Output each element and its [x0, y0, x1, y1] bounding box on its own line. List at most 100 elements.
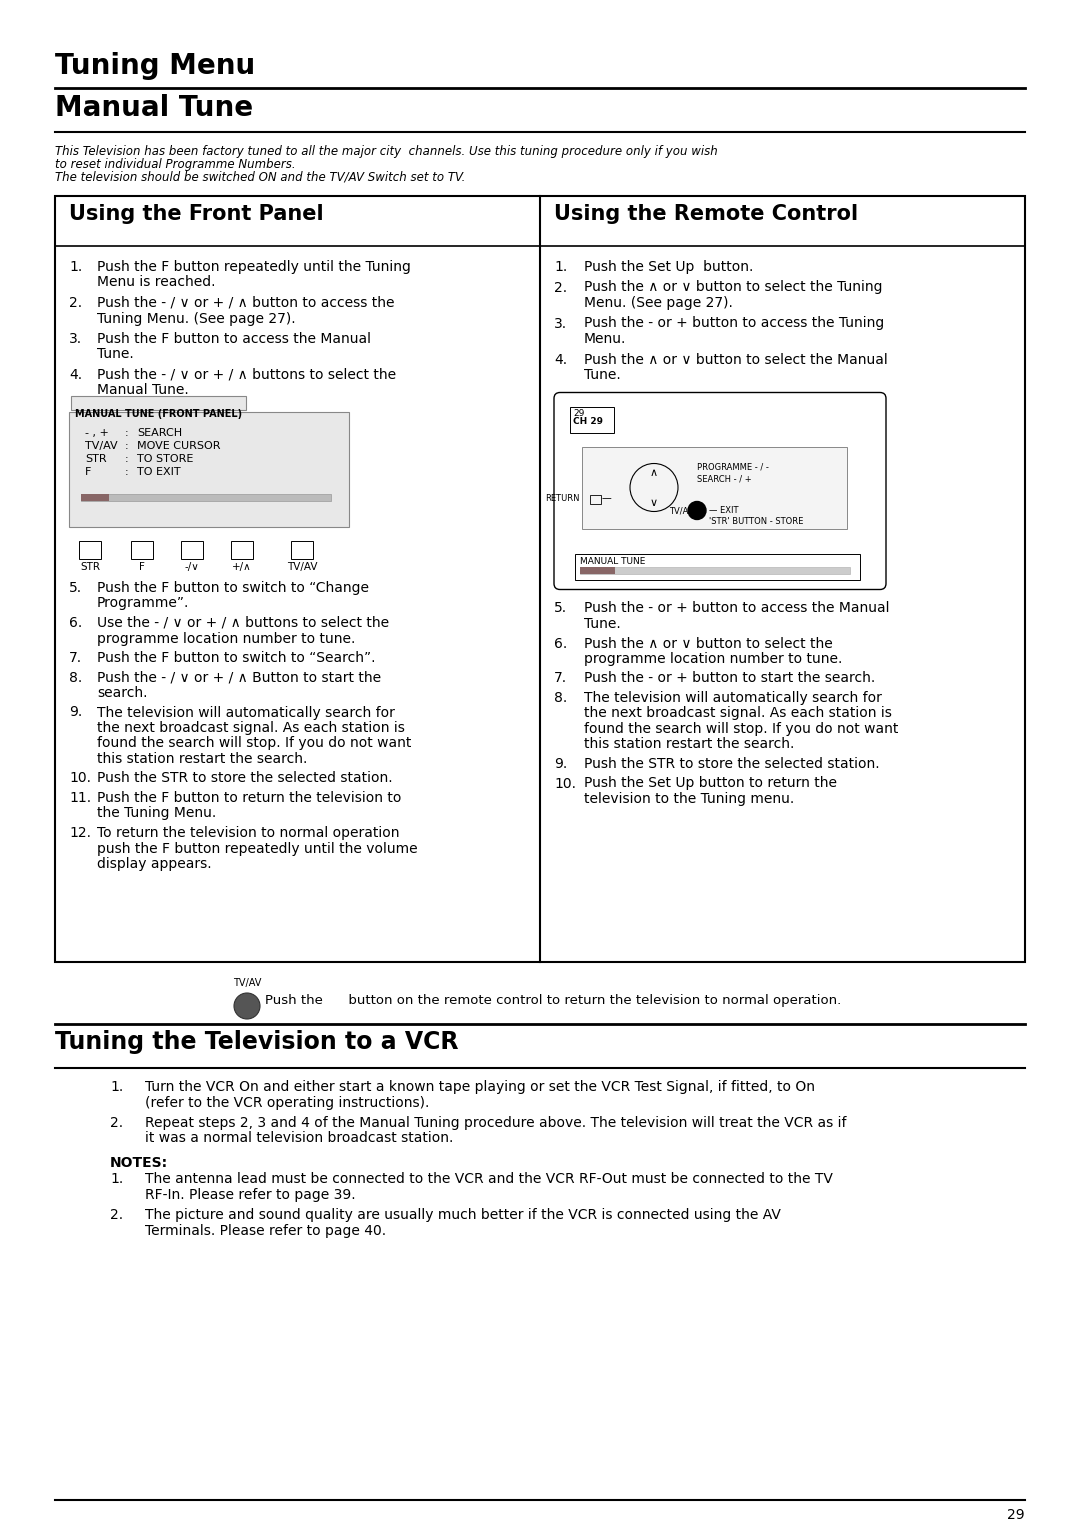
Text: The picture and sound quality are usually much better if the VCR is connected us: The picture and sound quality are usuall…	[145, 1209, 781, 1222]
Text: 'STR' BUTTON - STORE: 'STR' BUTTON - STORE	[708, 516, 804, 526]
Text: 5.: 5.	[554, 602, 567, 616]
Text: Tune.: Tune.	[97, 347, 134, 362]
Bar	[55, 196, 1025, 963]
Text: —: —	[602, 494, 611, 504]
Text: TV/AV: TV/AV	[85, 442, 118, 451]
Text: :: :	[125, 442, 129, 451]
Text: -/∨: -/∨	[185, 562, 200, 571]
Text: RETURN: RETURN	[545, 494, 580, 503]
Text: Push the STR to store the selected station.: Push the STR to store the selected stati…	[97, 772, 393, 785]
Text: programme location number to tune.: programme location number to tune.	[97, 631, 355, 645]
Text: Tuning the Television to a VCR: Tuning the Television to a VCR	[55, 1030, 459, 1054]
Text: Repeat steps 2, 3 and 4 of the Manual Tuning procedure above. The television wil: Repeat steps 2, 3 and 4 of the Manual Tu…	[145, 1115, 847, 1131]
Circle shape	[688, 501, 706, 520]
Bar	[291, 541, 313, 559]
Bar	[582, 446, 847, 529]
Text: Push the - or + button to access the Manual: Push the - or + button to access the Man…	[584, 602, 890, 616]
Text: Push the ∧ or ∨ button to select the: Push the ∧ or ∨ button to select the	[584, 637, 833, 651]
Text: 7.: 7.	[554, 671, 567, 686]
Text: 2.: 2.	[110, 1209, 123, 1222]
Text: 9.: 9.	[69, 706, 82, 720]
Text: it was a normal television broadcast station.: it was a normal television broadcast sta…	[145, 1132, 454, 1146]
Bar	[570, 406, 615, 432]
Text: Terminals. Please refer to page 40.: Terminals. Please refer to page 40.	[145, 1224, 387, 1238]
Text: Push the Set Up button to return the: Push the Set Up button to return the	[584, 776, 837, 790]
Bar	[231, 541, 253, 559]
Text: push the F button repeatedly until the volume: push the F button repeatedly until the v…	[97, 842, 418, 856]
Bar	[69, 413, 349, 527]
Text: Push the F button to access the Manual: Push the F button to access the Manual	[97, 332, 372, 345]
Text: TV/AV: TV/AV	[669, 506, 693, 515]
Text: 4.: 4.	[554, 353, 567, 367]
Bar	[181, 541, 203, 559]
Text: this station restart the search.: this station restart the search.	[584, 738, 795, 752]
Text: 3.: 3.	[554, 316, 567, 330]
Text: - , +: - , +	[85, 428, 109, 439]
Text: PROGRAMME - / -: PROGRAMME - / -	[697, 461, 769, 471]
Circle shape	[234, 993, 260, 1019]
Text: STR: STR	[80, 562, 100, 571]
Text: this station restart the search.: this station restart the search.	[97, 752, 308, 766]
Text: TO EXIT: TO EXIT	[137, 468, 180, 477]
Text: Tuning Menu. (See page 27).: Tuning Menu. (See page 27).	[97, 312, 296, 325]
Text: 29: 29	[1008, 1508, 1025, 1522]
Text: The television will automatically search for: The television will automatically search…	[584, 691, 882, 704]
Text: F: F	[139, 562, 145, 571]
Text: 2.: 2.	[110, 1115, 123, 1131]
Text: 10.: 10.	[69, 772, 91, 785]
Text: Push the      button on the remote control to return the television to normal op: Push the button on the remote control to…	[265, 995, 841, 1007]
FancyBboxPatch shape	[554, 393, 886, 590]
Text: TV/AV: TV/AV	[287, 562, 318, 571]
Text: MOVE CURSOR: MOVE CURSOR	[137, 442, 220, 451]
Text: CH 29: CH 29	[573, 417, 603, 426]
Text: Menu. (See page 27).: Menu. (See page 27).	[584, 296, 733, 310]
Text: to reset individual Programme Numbers.: to reset individual Programme Numbers.	[55, 157, 296, 171]
Text: :: :	[125, 468, 129, 477]
Text: 1.: 1.	[554, 260, 567, 274]
Bar	[575, 553, 860, 579]
Text: Push the ∧ or ∨ button to select the Manual: Push the ∧ or ∨ button to select the Man…	[584, 353, 888, 367]
Text: This Television has been factory tuned to all the major city  channels. Use this: This Television has been factory tuned t…	[55, 145, 718, 157]
Text: the Tuning Menu.: the Tuning Menu.	[97, 807, 216, 821]
Text: Push the - or + button to access the Tuning: Push the - or + button to access the Tun…	[584, 316, 885, 330]
Text: Manual Tune.: Manual Tune.	[97, 384, 189, 397]
Text: :: :	[125, 454, 129, 465]
Text: the next broadcast signal. As each station is: the next broadcast signal. As each stati…	[97, 721, 405, 735]
Text: 3.: 3.	[69, 332, 82, 345]
Text: found the search will stop. If you do not want: found the search will stop. If you do no…	[584, 723, 899, 736]
Text: Push the F button to switch to “Change: Push the F button to switch to “Change	[97, 581, 369, 594]
Text: display appears.: display appears.	[97, 857, 212, 871]
Text: Use the - / ∨ or + / ∧ buttons to select the: Use the - / ∨ or + / ∧ buttons to select…	[97, 616, 389, 630]
Text: the next broadcast signal. As each station is: the next broadcast signal. As each stati…	[584, 706, 892, 721]
Text: The television should be switched ON and the TV/AV Switch set to TV.: The television should be switched ON and…	[55, 171, 465, 183]
Bar	[540, 196, 1025, 246]
Text: 9.: 9.	[554, 756, 567, 772]
Bar	[81, 494, 109, 501]
Text: MANUAL TUNE: MANUAL TUNE	[580, 556, 646, 565]
Text: Push the ∧ or ∨ button to select the Tuning: Push the ∧ or ∨ button to select the Tun…	[584, 281, 882, 295]
Text: NOTES:: NOTES:	[110, 1157, 168, 1170]
Text: (refer to the VCR operating instructions).: (refer to the VCR operating instructions…	[145, 1096, 430, 1109]
Text: Push the STR to store the selected station.: Push the STR to store the selected stati…	[584, 756, 879, 772]
Text: TV/AV: TV/AV	[233, 978, 261, 989]
Text: 8.: 8.	[554, 691, 567, 704]
Text: Tune.: Tune.	[584, 368, 621, 382]
Text: TO STORE: TO STORE	[137, 454, 193, 465]
Text: 2.: 2.	[554, 281, 567, 295]
Text: 11.: 11.	[69, 792, 91, 805]
Text: Manual Tune: Manual Tune	[55, 95, 253, 122]
Text: television to the Tuning menu.: television to the Tuning menu.	[584, 792, 794, 805]
Text: 10.: 10.	[554, 776, 576, 790]
Text: found the search will stop. If you do not want: found the search will stop. If you do no…	[97, 736, 411, 750]
Text: 4.: 4.	[69, 368, 82, 382]
Text: 5.: 5.	[69, 581, 82, 594]
Text: 12.: 12.	[69, 827, 91, 840]
Text: MANUAL TUNE (FRONT PANEL): MANUAL TUNE (FRONT PANEL)	[75, 410, 242, 419]
Text: Turn the VCR On and either start a known tape playing or set the VCR Test Signal: Turn the VCR On and either start a known…	[145, 1080, 815, 1094]
Text: 6.: 6.	[554, 637, 567, 651]
Text: Menu.: Menu.	[584, 332, 626, 345]
Text: Using the Remote Control: Using the Remote Control	[554, 205, 859, 225]
Text: Push the F button to return the television to: Push the F button to return the televisi…	[97, 792, 402, 805]
Text: STR: STR	[85, 454, 107, 465]
Text: — EXIT: — EXIT	[708, 506, 739, 515]
